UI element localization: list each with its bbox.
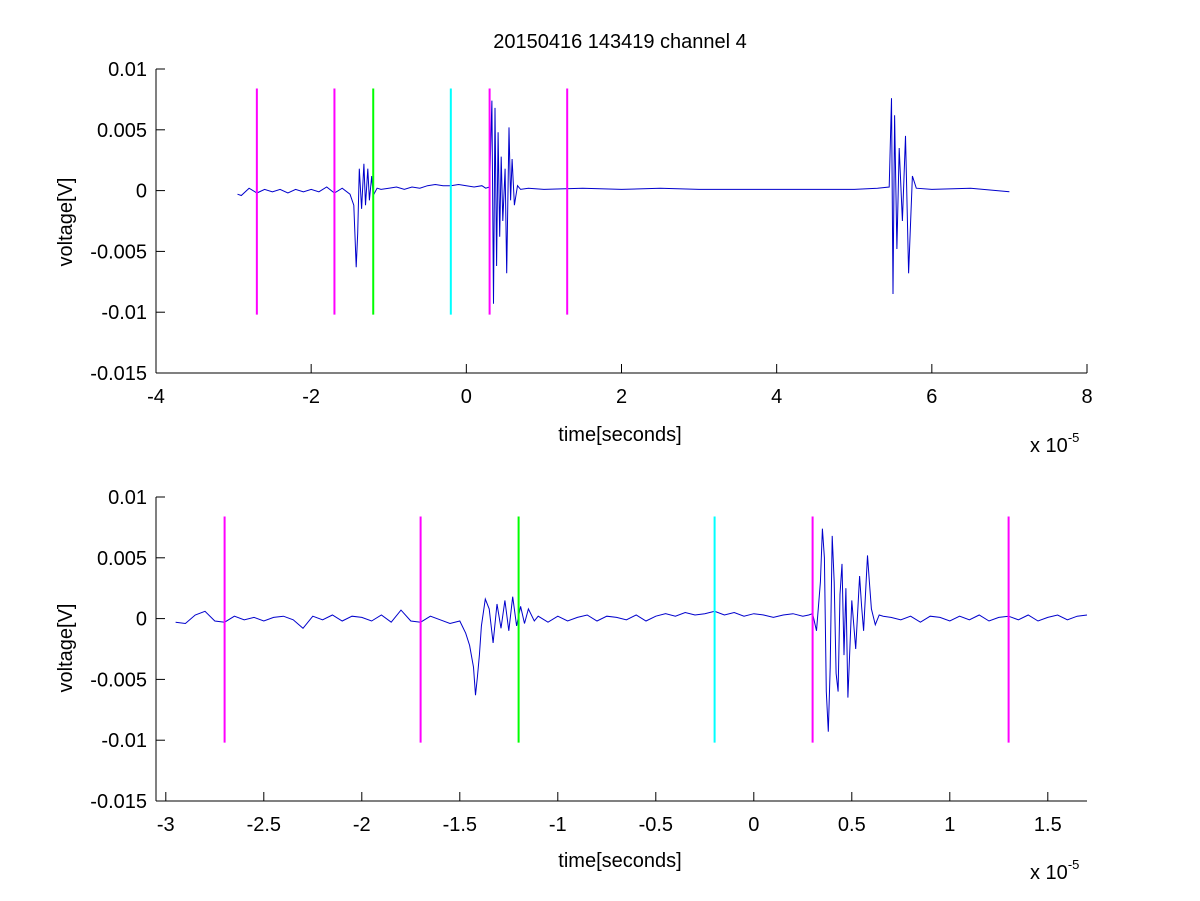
y-ticks-bottom: 0.01 0.005 0 -0.005 -0.01 -0.015 [90,487,165,813]
x-ticks-bottom: -3 -2.5 -2 -1.5 -1 -0.5 0 0.5 1 1.5 [157,792,1062,836]
x-tick-label: 2 [616,386,627,408]
voltage-trace [237,98,1010,304]
y-tick-label: 0 [136,181,147,203]
x-ticks-top: -4 -2 0 2 4 6 8 [147,364,1093,408]
markers-top [255,88,569,315]
plot-bottom: -3 -2.5 -2 -1.5 -1 -0.5 0 0.5 1 1.5 0.01 0.005 0 -0.… [55,487,1088,884]
y-tick-label: -0.015 [90,363,147,385]
x-exponent-bottom: x 10-5 [1030,857,1079,884]
x-exponent-top: x 10-5 [1030,430,1079,457]
x-tick-label: -4 [147,386,165,408]
y-tick-label: -0.015 [90,791,147,813]
y-axis-label-top: voltage[V] [55,178,77,267]
y-axis-label-bottom: voltage[V] [55,604,77,693]
trace-top [237,98,1010,304]
y-tick-label: -0.01 [101,302,147,324]
x-axis-label-bottom: time[seconds] [558,850,681,872]
x-tick-label: 1 [944,814,955,836]
x-tick-label: -3 [157,814,175,836]
plot-top: -4 -2 0 2 4 6 8 0.01 0.005 0 -0.005 -0.01 -0.015 ti… [55,59,1093,457]
y-tick-label: 0.01 [108,487,147,509]
x-tick-label: 4 [771,386,782,408]
voltage-trace [175,528,1088,732]
x-tick-label: 1.5 [1034,814,1062,836]
markers-bottom [223,516,1010,743]
x-tick-label: 8 [1081,386,1092,408]
trace-bottom [175,528,1088,732]
y-tick-label: -0.005 [90,241,147,263]
x-tick-label: -2 [302,386,320,408]
y-tick-label: 0.005 [97,120,147,142]
x-tick-label: -2.5 [247,814,281,836]
x-tick-label: -1.5 [443,814,477,836]
x-tick-label: 0.5 [838,814,866,836]
x-tick-label: 0 [461,386,472,408]
x-tick-label: -1 [549,814,567,836]
x-tick-label: -0.5 [639,814,673,836]
y-tick-label: -0.01 [101,730,147,752]
x-tick-label: 6 [926,386,937,408]
x-tick-label: -2 [353,814,371,836]
y-tick-label: 0 [136,609,147,631]
y-tick-label: 0.01 [108,59,147,81]
y-tick-label: 0.005 [97,548,147,570]
y-tick-label: -0.005 [90,669,147,691]
y-ticks-top: 0.01 0.005 0 -0.005 -0.01 -0.015 [90,59,165,385]
chart-title: 20150416 143419 channel 4 [493,31,747,53]
x-tick-label: 0 [748,814,759,836]
x-axis-label-top: time[seconds] [558,424,681,446]
axes-bottom [155,497,1087,802]
